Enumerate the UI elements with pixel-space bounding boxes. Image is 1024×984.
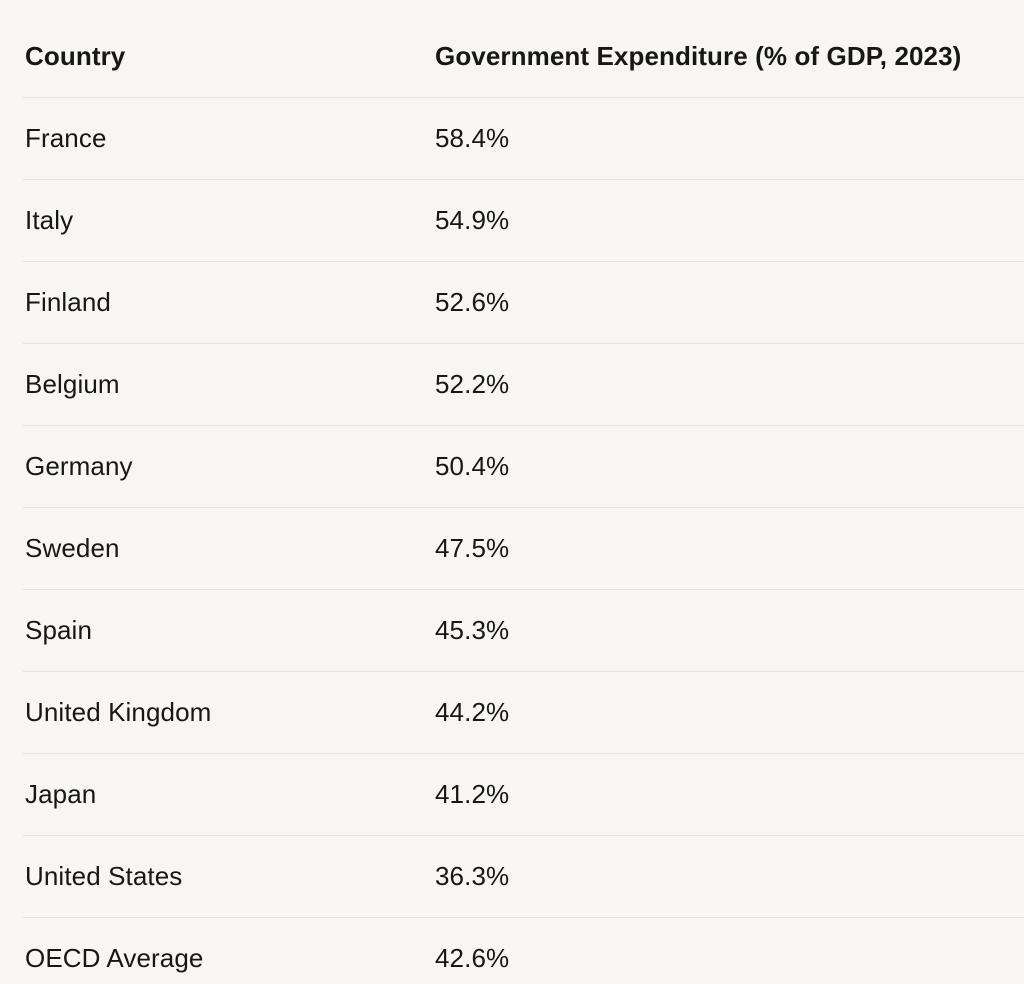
country-cell: Spain xyxy=(25,614,92,645)
table-row: Italy 54.9% xyxy=(23,180,1024,262)
table-row: Sweden 47.5% xyxy=(23,508,1024,590)
value-cell: 52.6% xyxy=(435,286,510,317)
header-row: Country Government Expenditure (% of GDP… xyxy=(23,16,1024,98)
country-cell: Belgium xyxy=(25,368,120,399)
country-cell: France xyxy=(25,122,107,153)
column-header-country: Country xyxy=(25,40,126,71)
country-cell: United States xyxy=(25,860,183,891)
table-row: United Kingdom 44.2% xyxy=(23,672,1024,754)
table-row: Germany 50.4% xyxy=(23,426,1024,508)
country-cell: Sweden xyxy=(25,532,120,563)
country-cell: Finland xyxy=(25,286,111,317)
country-cell: Italy xyxy=(25,204,74,235)
value-cell: 45.3% xyxy=(435,614,510,645)
value-cell: 52.2% xyxy=(435,368,510,399)
country-cell: OECD Average xyxy=(25,942,204,973)
value-cell: 50.4% xyxy=(435,450,510,481)
column-header-expenditure: Government Expenditure (% of GDP, 2023) xyxy=(435,40,962,71)
table-row: Finland 52.6% xyxy=(23,262,1024,344)
table-row: Spain 45.3% xyxy=(23,590,1024,672)
country-cell: Japan xyxy=(25,778,97,809)
data-table: Country Government Expenditure (% of GDP… xyxy=(23,0,1024,984)
value-cell: 47.5% xyxy=(435,532,510,563)
country-cell: United Kingdom xyxy=(25,696,212,727)
value-cell: 58.4% xyxy=(435,122,510,153)
table-body: France 58.4% Italy 54.9% Finland 52.6% B… xyxy=(23,98,1024,984)
value-cell: 42.6% xyxy=(435,942,510,973)
country-cell: Germany xyxy=(25,450,133,481)
table-row: Belgium 52.2% xyxy=(23,344,1024,426)
table-row: Japan 41.2% xyxy=(23,754,1024,836)
value-cell: 44.2% xyxy=(435,696,510,727)
table-row: United States 36.3% xyxy=(23,836,1024,918)
table-row: France 58.4% xyxy=(23,98,1024,180)
value-cell: 36.3% xyxy=(435,860,510,891)
value-cell: 41.2% xyxy=(435,778,510,809)
value-cell: 54.9% xyxy=(435,204,510,235)
table-row: OECD Average 42.6% xyxy=(23,918,1024,984)
